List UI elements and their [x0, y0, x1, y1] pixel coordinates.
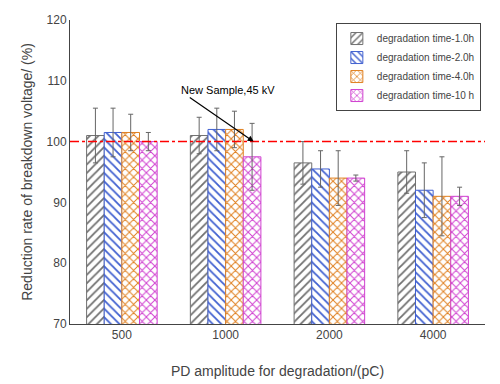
- svg-text:degradation time-1.0h: degradation time-1.0h: [377, 33, 474, 44]
- svg-text:degradation time-4.0h: degradation time-4.0h: [377, 71, 474, 82]
- svg-text:70: 70: [53, 317, 67, 331]
- svg-text:4000: 4000: [420, 328, 447, 342]
- svg-text:degradation time-10 h: degradation time-10 h: [377, 90, 474, 101]
- svg-text:New Sample,45 kV: New Sample,45 kV: [181, 84, 275, 96]
- svg-text:80: 80: [53, 256, 67, 270]
- svg-text:1000: 1000: [212, 328, 239, 342]
- svg-text:Reduction rate of breakdown vo: Reduction rate of breakdown voltage/ (%): [19, 43, 35, 301]
- svg-text:120: 120: [47, 13, 67, 27]
- svg-text:90: 90: [53, 196, 67, 210]
- svg-text:PD amplitude for degradation/(: PD amplitude for degradation/(pC): [171, 363, 384, 379]
- svg-text:100: 100: [47, 135, 67, 149]
- svg-text:110: 110: [47, 74, 66, 88]
- svg-text:2000: 2000: [316, 328, 343, 342]
- svg-text:500: 500: [112, 328, 132, 342]
- svg-text:degradation time-2.0h: degradation time-2.0h: [377, 52, 474, 63]
